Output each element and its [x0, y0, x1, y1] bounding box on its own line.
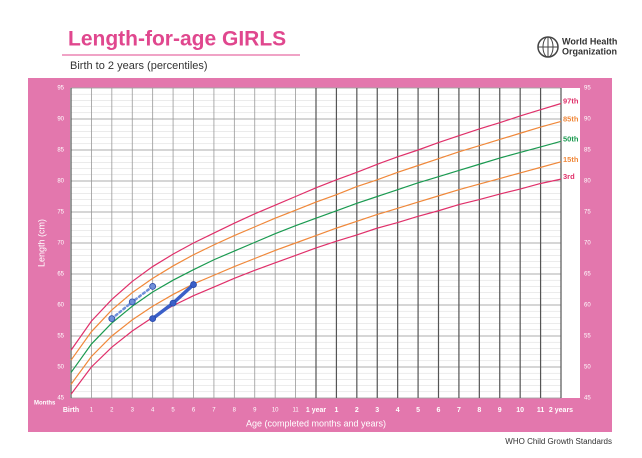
- x-tick-label: 2 years: [549, 407, 573, 414]
- percentile-line: [70, 102, 562, 351]
- legend-label: 97th: [563, 96, 579, 105]
- y-tick-label: 75: [57, 210, 64, 216]
- y-tick-label: 50: [584, 365, 591, 371]
- measurement-point: [128, 298, 136, 306]
- y-tick-label: 50: [57, 365, 64, 371]
- x-tick-label: 3: [375, 407, 379, 414]
- x-tick-label: 1 year: [306, 407, 327, 414]
- y-tick-label: 65: [57, 272, 64, 278]
- measurement-point: [149, 315, 157, 323]
- y-tick-label: 95: [584, 86, 591, 92]
- y-tick-label: 45: [584, 396, 591, 402]
- footer: WHO Child Growth Standards: [505, 437, 612, 446]
- y-tick-label: 80: [57, 179, 64, 185]
- percentile-line: [70, 161, 562, 385]
- x-tick-label: 6: [437, 407, 441, 414]
- org-name: World Health: [562, 36, 617, 46]
- x-tick-label: 5: [416, 407, 420, 414]
- subtitle: Birth to 2 years (percentiles): [70, 60, 208, 72]
- y-tick-label: 70: [57, 241, 64, 247]
- x-tick-label: 10: [516, 407, 524, 414]
- x-tick-label: 6: [192, 408, 196, 414]
- x-tick-label: 2: [110, 408, 114, 414]
- y-tick-label: 60: [57, 303, 64, 309]
- x-tick-label: 1: [90, 408, 94, 414]
- org-name: Organization: [562, 46, 617, 56]
- chart-title: Length-for-age GIRLS: [68, 28, 286, 51]
- x-tick-label: 4: [151, 408, 155, 414]
- y-tick-label: 55: [57, 334, 64, 340]
- y-tick-label: 80: [584, 179, 591, 185]
- x-tick-label: 11: [292, 408, 299, 414]
- x-tick-label: 2: [355, 407, 359, 414]
- measurement-point: [108, 315, 116, 323]
- x-tick-label: 5: [171, 408, 175, 414]
- y-tick-label: 65: [584, 272, 591, 278]
- y-tick-label: 95: [57, 86, 64, 92]
- measurement-point: [149, 282, 157, 290]
- x-tick-label: 10: [272, 408, 279, 414]
- legend-label: 85th: [563, 114, 579, 123]
- who-logo: [537, 36, 559, 58]
- x-tick-label: 8: [477, 407, 481, 414]
- y-tick-label: 90: [584, 117, 591, 123]
- y-tick-label: 85: [57, 148, 64, 154]
- x-tick-label: 4: [396, 407, 400, 414]
- x-unit-label: Months: [34, 401, 56, 407]
- x-tick-label: Birth: [63, 407, 79, 414]
- y-tick-label: 60: [584, 303, 591, 309]
- y-tick-label: 75: [584, 210, 591, 216]
- measurement-point: [190, 281, 197, 288]
- y-tick-label: 90: [57, 117, 64, 123]
- y-tick-label: 85: [584, 148, 591, 154]
- x-axis-title: Age (completed months and years): [246, 418, 386, 428]
- x-tick-label: 9: [498, 407, 502, 414]
- x-tick-label: 7: [212, 408, 216, 414]
- percentile-line: [70, 140, 562, 373]
- x-tick-label: 11: [537, 407, 545, 414]
- legend-label: 50th: [563, 134, 579, 143]
- y-tick-label: 55: [584, 334, 591, 340]
- x-tick-label: 1: [334, 407, 338, 414]
- measurement-point: [169, 299, 177, 307]
- y-tick-label: 45: [57, 396, 64, 402]
- legend-label: 3rd: [563, 172, 575, 181]
- y-tick-label: 70: [584, 241, 591, 247]
- x-tick-label: 9: [253, 408, 257, 414]
- x-tick-label: 8: [233, 408, 237, 414]
- legend-label: 15th: [563, 155, 579, 164]
- y-axis-title: Length (cm): [36, 219, 46, 267]
- x-tick-label: 7: [457, 407, 461, 414]
- percentile-line: [70, 120, 562, 361]
- x-tick-label: 3: [131, 408, 135, 414]
